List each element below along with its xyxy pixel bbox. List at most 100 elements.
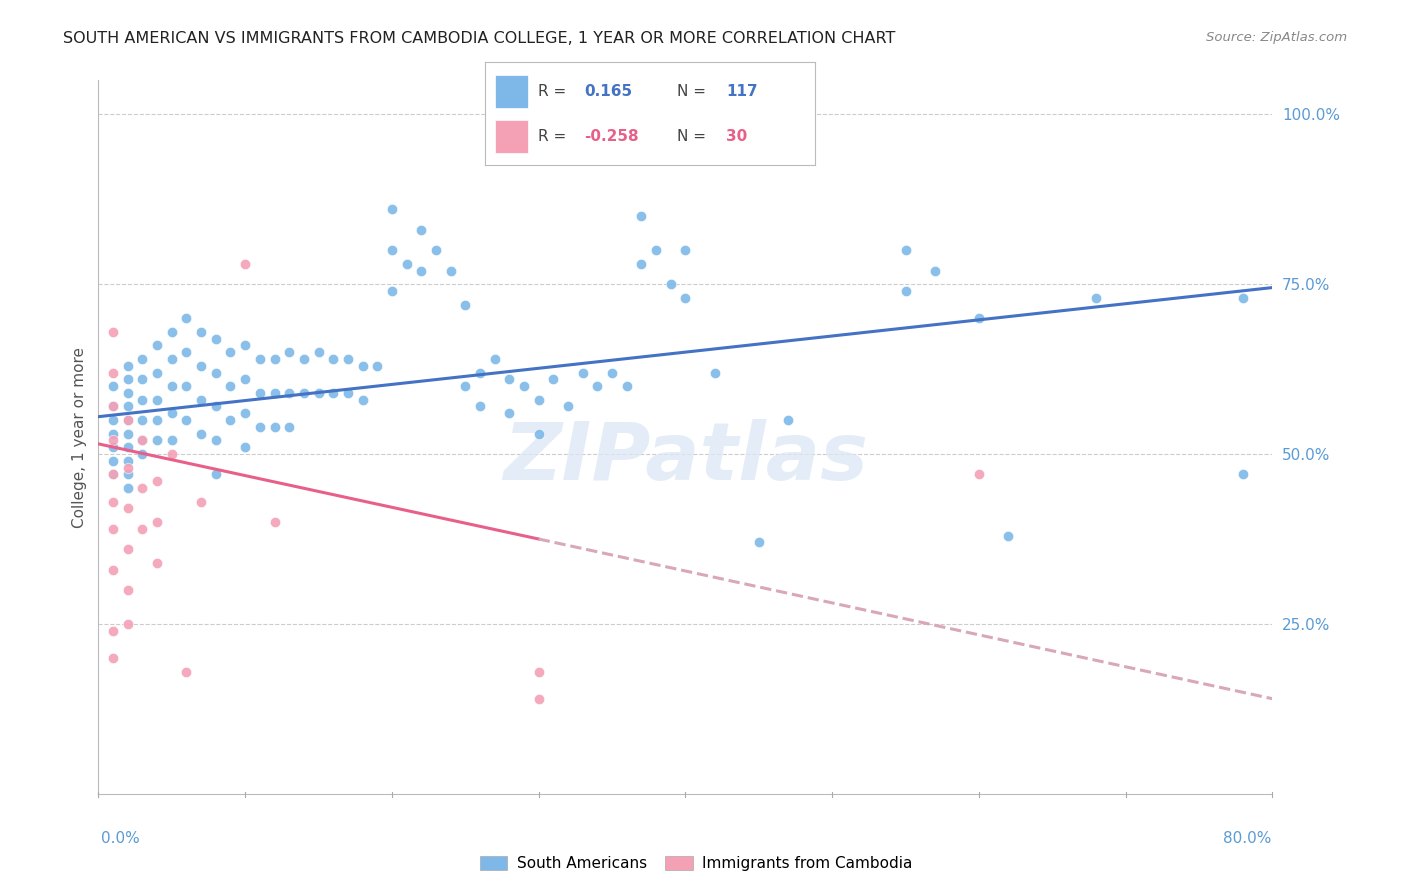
Y-axis label: College, 1 year or more: College, 1 year or more <box>72 347 87 527</box>
Point <box>336 351 359 366</box>
Text: 117: 117 <box>727 84 758 99</box>
Point <box>117 413 139 427</box>
Point <box>160 325 183 339</box>
Point <box>176 665 198 679</box>
Point <box>190 494 212 508</box>
Point <box>586 379 609 393</box>
Point <box>1232 291 1254 305</box>
Point <box>263 515 285 529</box>
Point <box>468 366 491 380</box>
Point <box>190 325 212 339</box>
Point <box>131 392 153 407</box>
Point <box>117 542 139 557</box>
Point <box>101 434 124 448</box>
Point <box>101 379 124 393</box>
Point <box>411 223 433 237</box>
Point <box>101 400 124 414</box>
Point <box>778 413 800 427</box>
Point <box>748 535 770 549</box>
Point <box>101 624 124 638</box>
Text: ZIPatlas: ZIPatlas <box>503 419 868 498</box>
Point <box>117 460 139 475</box>
Point <box>160 447 183 461</box>
Point <box>263 351 285 366</box>
Point <box>146 366 169 380</box>
Point <box>205 366 228 380</box>
Point <box>249 351 271 366</box>
Point <box>117 413 139 427</box>
Point <box>146 556 169 570</box>
Point <box>117 501 139 516</box>
Point <box>160 351 183 366</box>
Point <box>322 385 344 400</box>
Point <box>131 481 153 495</box>
Point <box>381 243 404 257</box>
Point <box>233 440 256 454</box>
Bar <box>495 75 529 108</box>
Point <box>131 372 153 386</box>
Point <box>278 420 301 434</box>
Point <box>454 297 477 311</box>
Point <box>146 338 169 352</box>
Point <box>146 475 169 489</box>
Point <box>101 454 124 468</box>
Point <box>352 392 374 407</box>
Point <box>630 257 652 271</box>
Point <box>645 243 668 257</box>
Point <box>117 400 139 414</box>
Point <box>292 385 315 400</box>
Point <box>101 400 124 414</box>
Point <box>101 494 124 508</box>
Point <box>659 277 682 292</box>
Point <box>527 392 550 407</box>
Point <box>498 372 520 386</box>
Bar <box>495 120 529 153</box>
Point <box>146 434 169 448</box>
Point <box>190 392 212 407</box>
Point <box>352 359 374 373</box>
Point <box>263 420 285 434</box>
Point <box>543 372 565 386</box>
Point <box>513 379 536 393</box>
Point <box>366 359 388 373</box>
Point <box>101 440 124 454</box>
Point <box>101 325 124 339</box>
Point <box>527 426 550 441</box>
Text: 80.0%: 80.0% <box>1223 831 1271 846</box>
Point <box>101 467 124 482</box>
Point <box>233 372 256 386</box>
Point <box>498 406 520 420</box>
Point <box>160 406 183 420</box>
Point <box>117 467 139 482</box>
Point <box>131 522 153 536</box>
Text: 0.165: 0.165 <box>585 84 633 99</box>
Text: N =: N = <box>676 84 710 99</box>
Point <box>571 366 593 380</box>
Point <box>440 263 463 277</box>
Point <box>997 528 1019 542</box>
Point <box>117 372 139 386</box>
Point <box>308 345 330 359</box>
Point <box>675 243 697 257</box>
Point <box>117 440 139 454</box>
Point <box>101 413 124 427</box>
Point <box>101 426 124 441</box>
Text: N =: N = <box>676 128 710 144</box>
Point <box>967 467 990 482</box>
Point <box>675 291 697 305</box>
Point <box>101 563 124 577</box>
Point <box>146 392 169 407</box>
Point <box>468 400 491 414</box>
Text: R =: R = <box>538 128 571 144</box>
Text: 0.0%: 0.0% <box>101 831 141 846</box>
Point <box>219 345 242 359</box>
Point <box>233 257 256 271</box>
Point <box>176 345 198 359</box>
Point <box>1232 467 1254 482</box>
Point <box>117 617 139 632</box>
Point <box>176 413 198 427</box>
Point <box>131 434 153 448</box>
Point <box>249 420 271 434</box>
Point <box>484 351 506 366</box>
Legend: South Americans, Immigrants from Cambodia: South Americans, Immigrants from Cambodi… <box>474 850 918 877</box>
